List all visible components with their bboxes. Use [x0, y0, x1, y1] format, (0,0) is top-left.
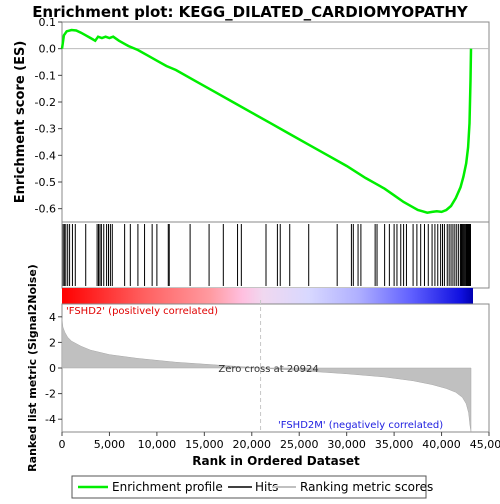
x-tick-label: 5,000: [94, 438, 126, 451]
es-y-axis-label: Enrichment score (ES): [13, 41, 28, 204]
es-y-tick-label: 0.0: [39, 43, 57, 56]
metric-y-axis-label: Ranked list metric (Signal2Noise): [26, 264, 39, 472]
rank-color-bar: [62, 288, 473, 304]
metric-y-tick-label: -2: [45, 388, 56, 401]
es-y-tick-label: -0.4: [35, 149, 56, 162]
metric-y-tick-label: 2: [49, 336, 56, 349]
es-panel-frame: [62, 22, 489, 222]
es-y-tick-label: -0.2: [35, 96, 56, 109]
es-y-tick-label: 0.1: [39, 16, 57, 29]
x-tick-label: 35,000: [375, 438, 414, 451]
x-tick-label: 10,000: [138, 438, 177, 451]
legend-metric-label: Ranking metric scores: [300, 480, 433, 494]
es-y-tick-label: -0.3: [35, 123, 56, 136]
es-y-axis-ticks: 0.1 0.0 -0.1 -0.2 -0.3 -0.4 -0.5 -0.6: [35, 16, 62, 216]
x-tick-label: 15,000: [185, 438, 224, 451]
chart-title: Enrichment plot: KEGG_DILATED_CARDIOMYOP…: [32, 3, 469, 21]
metric-y-tick-label: 0: [49, 362, 56, 375]
x-tick-label: 40,000: [422, 438, 461, 451]
es-y-tick-label: -0.1: [35, 69, 56, 82]
x-tick-label: 20,000: [233, 438, 272, 451]
metric-y-axis-ticks: 4 2 0 -2 -4: [45, 311, 62, 426]
zero-cross-label: Zero cross at 20924: [218, 364, 318, 375]
x-axis-ticks: 0 5,000 10,000 15,000 20,000 25,000 30,000 35,0…: [59, 432, 500, 451]
legend-enrichment-label: Enrichment profile: [112, 480, 223, 494]
x-tick-label: 0: [59, 438, 66, 451]
metric-y-tick-label: -4: [45, 413, 56, 426]
x-tick-label: 45,000: [470, 438, 500, 451]
positive-correlation-label: 'FSHD2' (positively correlated): [66, 306, 218, 317]
negative-correlation-label: 'FSHD2M' (negatively correlated): [278, 420, 443, 431]
x-tick-label: 30,000: [327, 438, 366, 451]
es-y-tick-label: -0.6: [35, 203, 56, 216]
x-axis-label: Rank in Ordered Dataset: [192, 454, 360, 468]
metric-y-tick-label: 4: [49, 311, 56, 324]
x-tick-label: 25,000: [280, 438, 319, 451]
es-y-tick-label: -0.5: [35, 176, 56, 189]
